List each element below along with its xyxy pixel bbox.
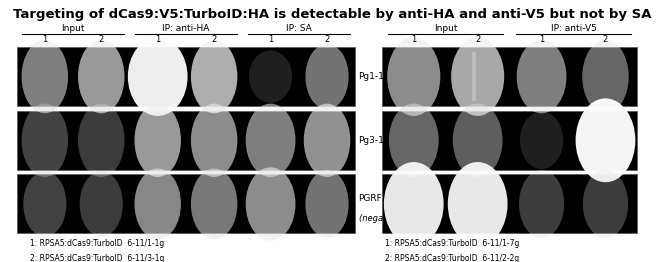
Ellipse shape xyxy=(23,171,66,237)
Ellipse shape xyxy=(246,103,295,177)
Text: (negative control): (negative control) xyxy=(359,214,434,223)
Ellipse shape xyxy=(304,103,351,177)
Text: Targeting of dCas9:V5:TurboID:HA is detectable by anti-HA and anti-V5 but not by: Targeting of dCas9:V5:TurboID:HA is dete… xyxy=(13,8,651,21)
Ellipse shape xyxy=(576,98,635,182)
Text: IP: anti-HA: IP: anti-HA xyxy=(162,24,210,33)
Ellipse shape xyxy=(387,37,440,116)
Text: 1: RPSA5:dCas9:TurboID  6-11/1-7g: 1: RPSA5:dCas9:TurboID 6-11/1-7g xyxy=(385,239,519,248)
Ellipse shape xyxy=(582,40,629,113)
Ellipse shape xyxy=(305,170,349,238)
Ellipse shape xyxy=(520,112,563,169)
Text: Pg1-1: Pg1-1 xyxy=(359,72,384,81)
Ellipse shape xyxy=(305,44,349,110)
Ellipse shape xyxy=(246,167,295,241)
Text: 2: 2 xyxy=(99,35,104,44)
Text: PGRF1: PGRF1 xyxy=(359,194,388,203)
Text: IP: anti-V5: IP: anti-V5 xyxy=(550,24,596,33)
Ellipse shape xyxy=(21,40,68,113)
Ellipse shape xyxy=(191,169,238,239)
Ellipse shape xyxy=(453,103,503,177)
Text: 2: RPSA5:dCas9:TurboID  6-11/3-1g: 2: RPSA5:dCas9:TurboID 6-11/3-1g xyxy=(30,254,164,262)
FancyBboxPatch shape xyxy=(382,47,637,106)
Ellipse shape xyxy=(517,40,566,113)
Text: 2: RPSA5:dCas9:TurboID  6-11/2-2g: 2: RPSA5:dCas9:TurboID 6-11/2-2g xyxy=(385,254,519,262)
Ellipse shape xyxy=(78,40,125,113)
Text: 2: 2 xyxy=(475,35,480,44)
Ellipse shape xyxy=(134,103,181,177)
Ellipse shape xyxy=(451,37,504,116)
Ellipse shape xyxy=(583,170,628,238)
Text: 1: 1 xyxy=(155,35,160,44)
Text: 2: 2 xyxy=(603,35,608,44)
Bar xyxy=(473,52,476,101)
Ellipse shape xyxy=(80,171,123,237)
Ellipse shape xyxy=(134,169,181,239)
Text: 1: 1 xyxy=(411,35,416,44)
Ellipse shape xyxy=(191,40,238,113)
Text: Pg3-1: Pg3-1 xyxy=(359,136,384,145)
Ellipse shape xyxy=(519,170,564,238)
FancyBboxPatch shape xyxy=(17,111,355,170)
Ellipse shape xyxy=(21,103,68,177)
Ellipse shape xyxy=(384,162,444,246)
FancyBboxPatch shape xyxy=(17,174,355,233)
Ellipse shape xyxy=(389,103,439,177)
Ellipse shape xyxy=(128,37,188,116)
Ellipse shape xyxy=(78,103,125,177)
Text: 1: RPSA5:dCas9:TurboID  6-11/1-1g: 1: RPSA5:dCas9:TurboID 6-11/1-1g xyxy=(30,239,164,248)
Ellipse shape xyxy=(191,103,238,177)
Ellipse shape xyxy=(448,162,507,246)
Text: 1: 1 xyxy=(539,35,544,44)
Text: IP: SA: IP: SA xyxy=(286,24,311,33)
Text: 2: 2 xyxy=(325,35,329,44)
Text: 1: 1 xyxy=(268,35,273,44)
FancyBboxPatch shape xyxy=(17,47,355,106)
FancyBboxPatch shape xyxy=(382,111,637,170)
Ellipse shape xyxy=(249,50,292,103)
Text: 1: 1 xyxy=(42,35,47,44)
Text: Input: Input xyxy=(61,24,85,33)
FancyBboxPatch shape xyxy=(382,174,637,233)
Text: 2: 2 xyxy=(212,35,216,44)
Text: Input: Input xyxy=(434,24,457,33)
